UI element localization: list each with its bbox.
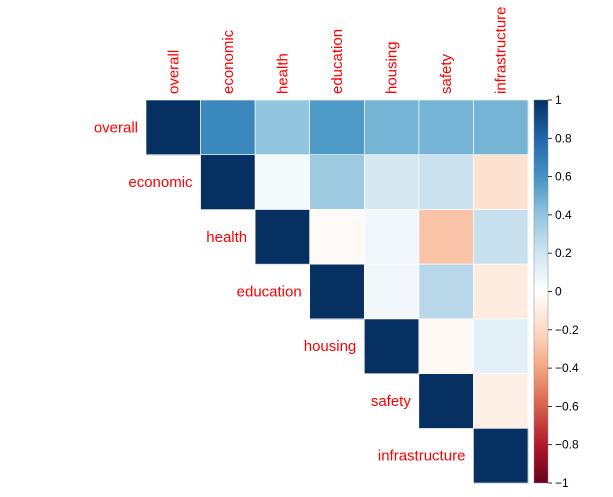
cell-education-safety [418,264,474,320]
colorbar-tick-label: 1 [555,93,562,107]
cell-economic-housing [364,154,420,210]
column-label-overall: overall [165,50,182,94]
cell-economic-health [255,154,311,210]
colorbar-tick-label: −0.8 [555,438,579,452]
cell-overall-economic [200,100,256,156]
row-label-overall: overall [94,119,138,136]
cell-housing-safety [418,318,474,374]
row-label-housing: housing [304,338,357,355]
column-labels: overall economic health education housing saf… [165,6,509,94]
row-labels: overall economic health education housing saf… [94,119,466,464]
column-label-health: health [274,53,291,94]
cell-safety-infrastructure [473,373,529,429]
cell-overall-housing [364,100,420,156]
colorbar-tick-label: 0.4 [555,208,572,222]
cell-health-education [309,209,365,265]
column-label-infrastructure: infrastructure [493,6,510,94]
cell-infrastructure-infrastructure [473,428,529,484]
cell-education-education [309,264,365,320]
colorbar-tick-label: 0 [555,285,562,299]
row-label-economic: economic [128,174,193,191]
cell-health-housing [364,209,420,265]
colorbar-tick-label: −0.6 [555,399,579,413]
colorbar-tick-label: 0.6 [555,170,572,184]
cell-overall-overall [146,100,201,156]
cell-economic-education [309,154,365,210]
colorbar-tick-label: −0.4 [555,361,579,375]
colorbar-tick-label: −0.2 [555,323,579,337]
cell-health-infrastructure [473,209,529,265]
cell-overall-education [309,100,365,156]
column-label-housing: housing [384,41,401,94]
cell-overall-safety [418,100,474,156]
cell-economic-economic [200,154,256,210]
cell-health-health [255,209,311,265]
cell-overall-infrastructure [473,100,529,156]
colorbar-gradient [533,99,549,484]
cell-overall-health [255,100,311,156]
row-label-safety: safety [371,393,412,410]
column-label-safety: safety [438,53,455,94]
cell-economic-safety [418,154,474,210]
colorbar-tick-labels: 1 0.8 0.6 0.4 0.2 0 −0.2 −0.4 −0.6 −0.8 −1 [548,93,579,490]
cell-housing-housing [364,318,420,374]
column-label-education: education [329,29,346,94]
colorbar-tick-label: 0.8 [555,131,572,145]
heatmap-cells [145,99,529,484]
colorbar-tick-label: −1 [555,476,569,490]
cell-border [473,427,529,484]
colorbar [533,99,549,484]
row-label-health: health [206,229,247,246]
cell-education-housing [364,264,420,320]
row-label-education: education [237,284,302,301]
cell-economic-infrastructure [473,154,529,210]
cell-safety-safety [418,373,474,429]
colorbar-tick-label: 0.2 [555,246,572,260]
column-label-economic: economic [220,29,237,94]
cell-health-safety [418,209,474,265]
cell-education-infrastructure [473,264,529,320]
row-label-infrastructure: infrastructure [378,448,466,465]
cell-housing-infrastructure [473,318,529,374]
